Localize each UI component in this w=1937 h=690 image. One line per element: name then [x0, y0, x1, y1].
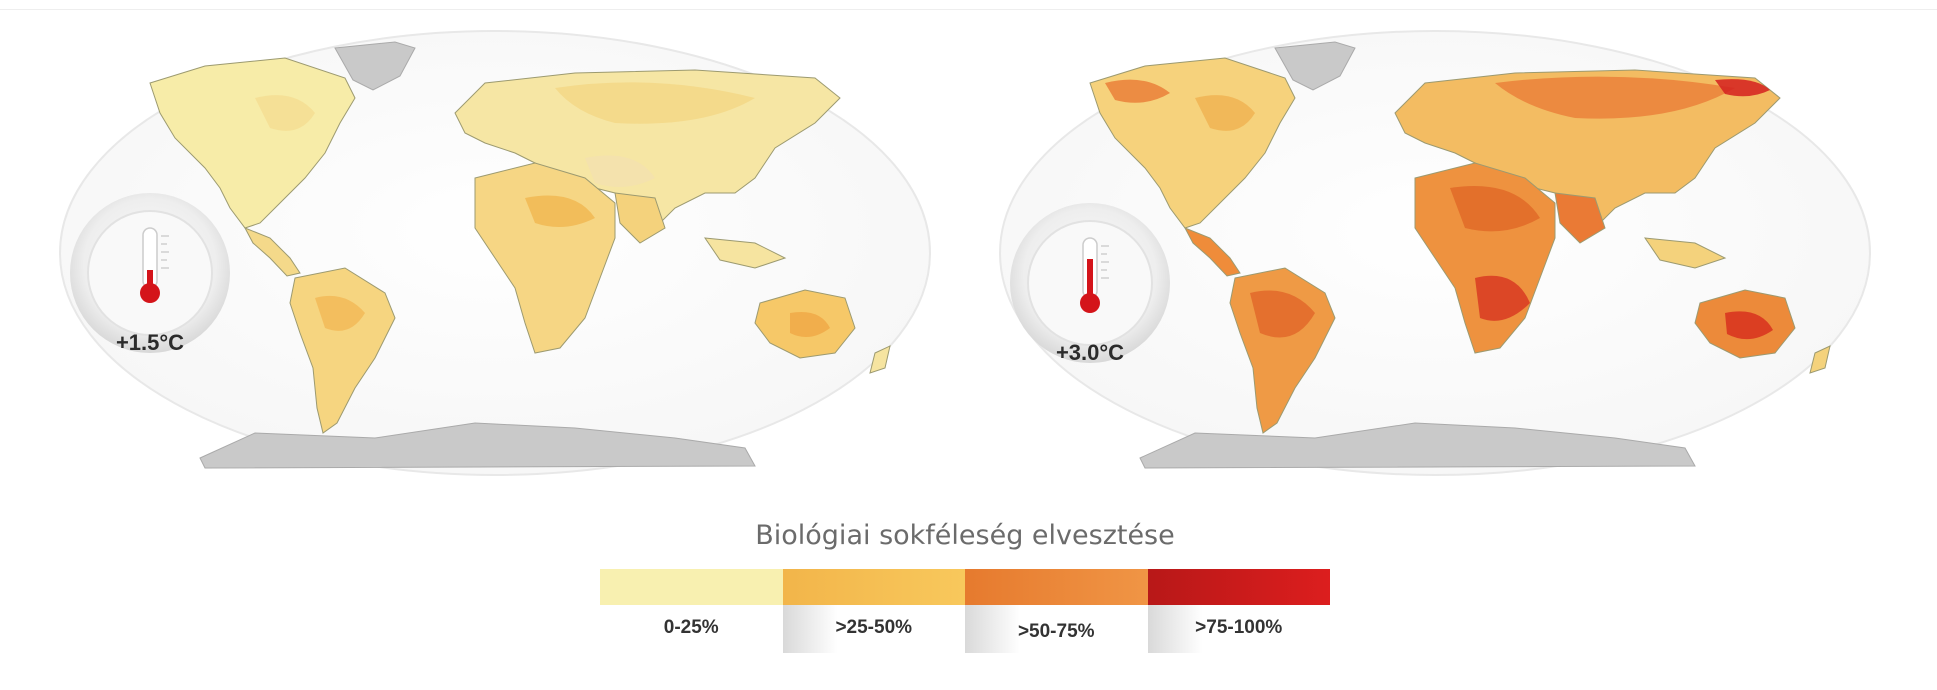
greenland	[1274, 41, 1356, 91]
southeast-asia	[1643, 237, 1727, 269]
arabia	[614, 192, 666, 244]
central-america	[1183, 227, 1241, 277]
southeast-asia	[703, 237, 787, 269]
legend-label-75-100: >75-100%	[1195, 617, 1283, 638]
eurasia	[454, 69, 841, 229]
greenland	[334, 41, 416, 91]
north-america	[149, 57, 356, 229]
legend-swatch-0-25	[600, 569, 783, 605]
legend-label-25-50: >25-50%	[835, 617, 913, 638]
legend-swatch-75-100	[1147, 569, 1330, 605]
world-map-graphic	[59, 30, 931, 476]
legend-label-50-75: >50-75%	[1017, 621, 1095, 642]
world-map-1-5c: +1.5°C	[55, 28, 935, 478]
world-map-3-0c: +3.0°C	[995, 28, 1875, 478]
legend-title: Biológiai sokféleség elvesztése	[755, 520, 1175, 551]
legend-swatch-50-75	[965, 569, 1148, 605]
antarctica	[199, 422, 756, 469]
legend-swatch-25-50	[782, 569, 965, 605]
antarctica	[1139, 422, 1696, 469]
temperature-label: +3.0°C	[1055, 340, 1125, 365]
top-divider	[0, 9, 1937, 10]
legend: 0-25% >25-50% >50-75% >75-100%	[600, 569, 1330, 653]
eurasia	[1394, 69, 1781, 229]
south-america	[289, 267, 396, 434]
temperature-label: +1.5°C	[115, 330, 185, 355]
world-map-graphic	[999, 30, 1871, 476]
arabia	[1554, 192, 1606, 244]
legend-label-0-25: 0-25%	[663, 617, 719, 638]
new-zealand	[1809, 345, 1831, 374]
central-america	[243, 227, 301, 277]
new-zealand	[869, 345, 891, 374]
